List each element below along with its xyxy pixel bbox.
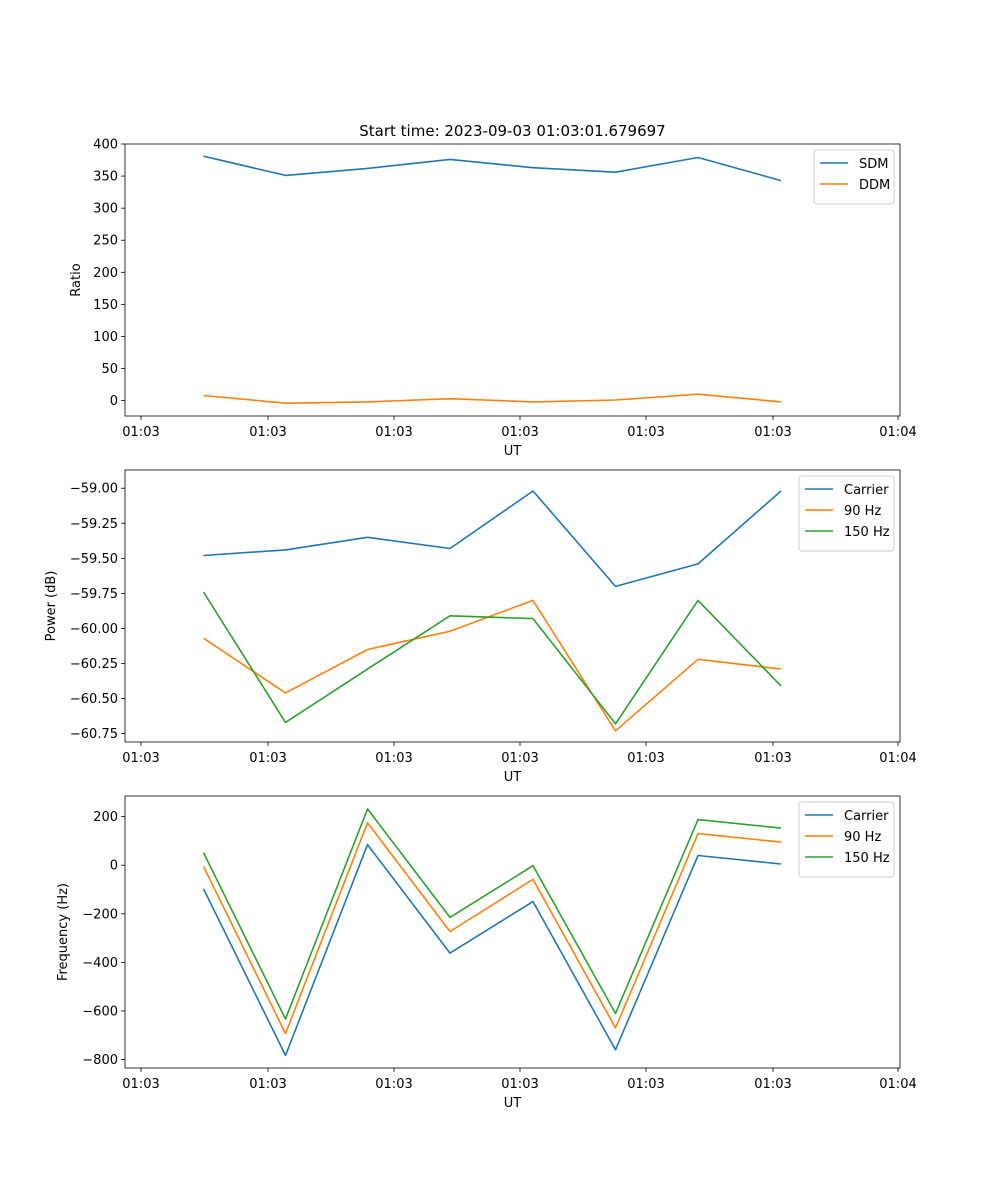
y-tick-label: −59.00 <box>70 482 118 497</box>
x-tick-label: 01:03 <box>122 425 159 440</box>
legend-label: Carrier <box>844 483 889 498</box>
legend-label: Carrier <box>844 809 889 824</box>
legend-label: DDM <box>859 178 890 193</box>
series-line-150-hz <box>202 808 782 1020</box>
legend-label: 90 Hz <box>844 504 881 519</box>
y-axis-label: Power (dB) <box>44 571 59 642</box>
y-tick-label: −400 <box>82 956 118 971</box>
x-axis-label: UT <box>504 1096 522 1111</box>
series-line-carrier <box>202 843 782 1057</box>
axes-frame <box>124 795 901 1069</box>
y-tick-label: −60.50 <box>70 692 118 707</box>
y-tick-label: 200 <box>93 266 118 281</box>
y-tick-label: −200 <box>82 907 118 922</box>
chart-frequency: 01:03 01:03 01:03 01:03 01:03 01:03 01:04 −800 −… <box>56 795 917 1111</box>
y-tick-label: −60.00 <box>70 622 118 637</box>
y-tick-label: −59.25 <box>70 517 118 532</box>
legend-label: 150 Hz <box>844 851 890 866</box>
figure-title: Start time: 2023-09-03 01:03:01.679697 <box>359 122 665 140</box>
x-tick-label: 01:03 <box>501 425 538 440</box>
x-tick-label: 01:03 <box>249 751 286 766</box>
x-tick-label: 01:04 <box>879 751 916 766</box>
y-tick-label: −60.25 <box>70 657 118 672</box>
x-tick-label: 01:03 <box>501 1077 538 1092</box>
x-tick-label: 01:04 <box>879 425 916 440</box>
series-line-90-hz <box>202 821 782 1035</box>
y-tick-label: −59.75 <box>70 587 118 602</box>
y-tick-label: 150 <box>93 298 118 313</box>
x-tick-label: 01:03 <box>122 1077 159 1092</box>
legend: SDM DDM <box>813 149 895 205</box>
axes-frame <box>124 143 901 417</box>
series-line-carrier <box>203 490 782 588</box>
legend: Carrier 90 Hz 150 Hz <box>798 801 895 878</box>
series-line-sdm <box>203 155 782 182</box>
x-tick-label: 01:03 <box>375 425 412 440</box>
x-tick-label: 01:04 <box>879 1077 916 1092</box>
legend-frame <box>798 475 895 552</box>
legend-label: 90 Hz <box>844 830 881 845</box>
y-tick-label: −59.50 <box>70 552 118 567</box>
x-tick-label: 01:03 <box>249 1077 286 1092</box>
x-axis-label: UT <box>504 444 522 459</box>
y-tick-label: 50 <box>101 362 118 377</box>
series-line-90-hz <box>203 599 782 732</box>
x-tick-label: 01:03 <box>627 1077 664 1092</box>
y-tick-label: −60.75 <box>70 727 118 742</box>
chart-ratio: 01:03 01:03 01:03 01:03 01:03 01:03 01:04 0 50 10… <box>69 138 917 460</box>
x-tick-label: 01:03 <box>375 751 412 766</box>
series-line-150-hz <box>202 591 782 725</box>
y-tick-label: 250 <box>93 234 118 249</box>
y-tick-label: 300 <box>93 202 118 217</box>
legend-label: 150 Hz <box>844 525 890 540</box>
x-tick-label: 01:03 <box>754 751 791 766</box>
y-tick-label: 0 <box>110 394 118 409</box>
y-axis-label: Frequency (Hz) <box>56 883 71 981</box>
x-tick-label: 01:03 <box>375 1077 412 1092</box>
y-tick-label: −600 <box>82 1004 118 1019</box>
legend-label: SDM <box>859 157 888 172</box>
y-tick-label: 100 <box>93 330 118 345</box>
axes-frame <box>124 469 901 743</box>
x-tick-label: 01:03 <box>627 751 664 766</box>
y-tick-label: 200 <box>93 810 118 825</box>
x-axis-label: UT <box>504 770 522 785</box>
y-tick-label: 400 <box>93 138 118 153</box>
x-tick-label: 01:03 <box>501 751 538 766</box>
legend-frame <box>798 801 895 878</box>
y-tick-label: 350 <box>93 170 118 185</box>
x-tick-label: 01:03 <box>754 425 791 440</box>
y-tick-label: −800 <box>82 1053 118 1068</box>
y-tick-label: 0 <box>110 859 118 874</box>
chart-power: 01:03 01:03 01:03 01:03 01:03 01:03 01:04 −60.7… <box>44 469 917 785</box>
y-axis-label: Ratio <box>69 263 84 296</box>
x-tick-label: 01:03 <box>754 1077 791 1092</box>
x-tick-label: 01:03 <box>249 425 286 440</box>
x-tick-label: 01:03 <box>627 425 664 440</box>
series-line-ddm <box>203 393 782 405</box>
x-tick-label: 01:03 <box>122 751 159 766</box>
legend: Carrier 90 Hz 150 Hz <box>798 475 895 552</box>
